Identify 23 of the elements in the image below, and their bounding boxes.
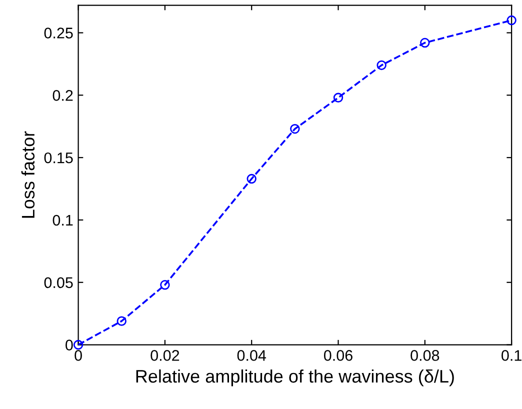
x-tick-label: 0 [74,350,82,361]
point [290,124,300,134]
point [420,38,430,48]
point [73,340,84,350]
x-axis-title: Relative amplitude of the waviness (δ/L) [136,369,454,386]
point [376,60,386,70]
y-tick-label: 0.05 [44,277,73,288]
y-tick-label: 0 [66,340,73,350]
y-tick-label: 0.2 [52,90,73,101]
y-tick-label: 0.15 [44,152,73,164]
x-tick-label: 0.04 [237,350,266,361]
point [160,280,170,290]
point [116,316,126,326]
y-tick-label: 0.25 [44,28,73,38]
y-tick-label: 0.1 [52,214,73,226]
point [506,15,516,26]
point [333,92,344,103]
x-tick-label: 0.1 [502,350,522,361]
point [246,174,256,184]
x-tick-label: 0.06 [324,350,352,361]
x-tick-label: 0.02 [150,350,180,361]
x-tick-label: 0.08 [410,350,440,361]
y-axis-title: Loss factor [21,131,35,218]
